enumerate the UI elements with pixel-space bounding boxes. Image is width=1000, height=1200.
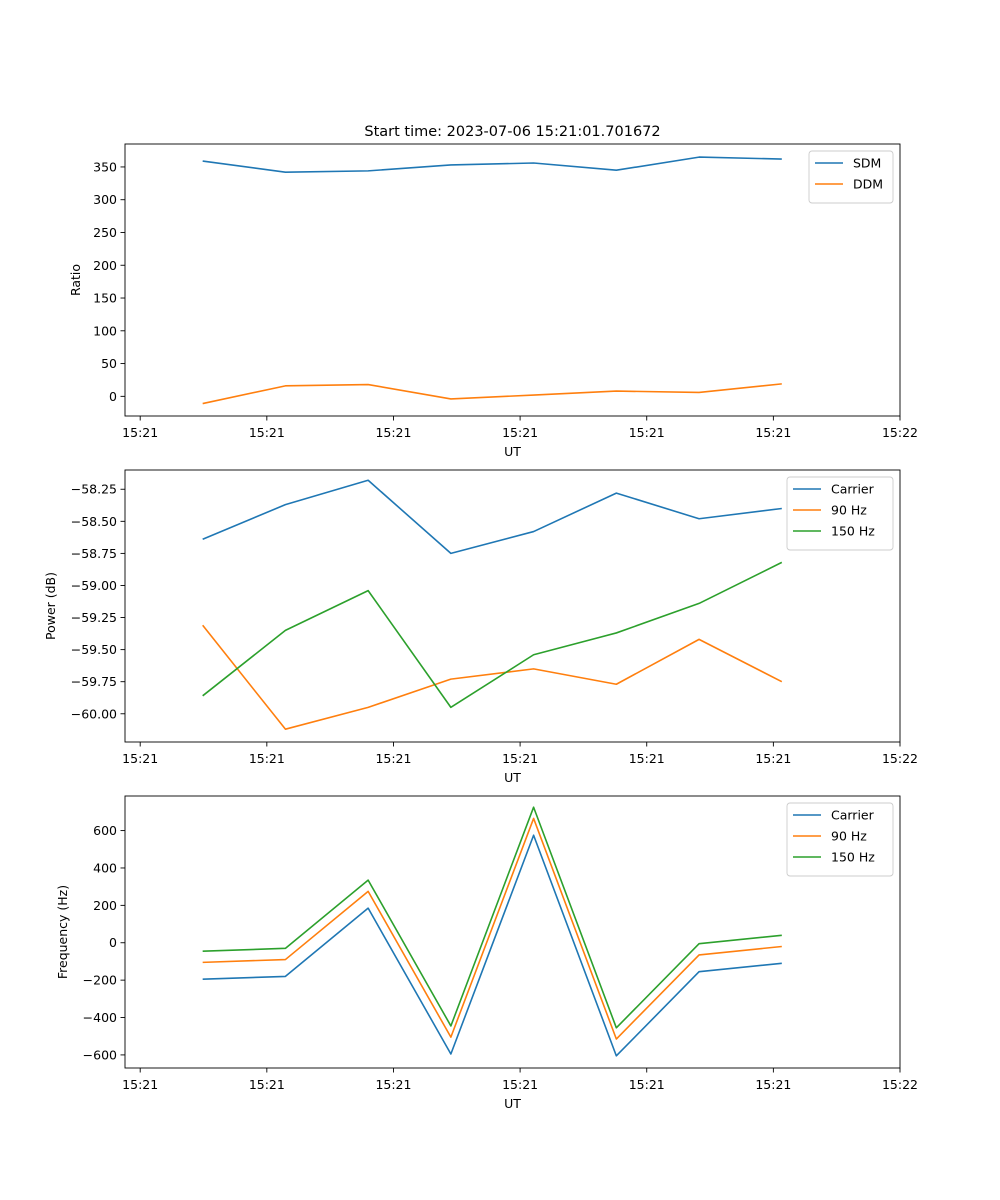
panel-2: 15:21 15:21 15:21 15:21 15:21 15:21 15:22 −60.0… [43, 469, 918, 785]
panel-2-xtick-label-3: 15:21 [502, 751, 538, 766]
panel-3: 15:21 15:21 15:21 15:21 15:21 15:21 15:22 −600 −… [55, 795, 918, 1111]
panel-1-ytick-label-4: 200 [93, 258, 117, 273]
panel-1-xtick-label-2: 15:21 [375, 425, 411, 440]
panel-3-xtick-label-3: 15:21 [502, 1077, 538, 1092]
panel-2-ytick-label-7: −58.25 [71, 482, 117, 497]
panel-3-xtick-label-2: 15:21 [375, 1077, 411, 1092]
panel-2-series-150-hz-line [202, 561, 783, 709]
panel-3-xtick-label-4: 15:21 [629, 1077, 665, 1092]
panel-3-ytick-label-3: 0 [109, 935, 117, 950]
panel-1-xtick-label-4: 15:21 [629, 425, 665, 440]
panel-2-series-90-hz-line [202, 624, 783, 730]
panel-3-xtick-label-1: 15:21 [249, 1077, 285, 1092]
panel-3-axes-frame [124, 795, 901, 1069]
panel-3-ytick-label-5: 400 [93, 860, 117, 875]
panel-3-ytick-label-1: −400 [83, 1010, 117, 1025]
panel-2-legend: Carrier 90 Hz 150 Hz [786, 476, 894, 551]
panel-1-xlabel: UT [504, 444, 521, 459]
panel-2-ytick-label-2: −59.50 [71, 642, 117, 657]
panel-3-legend-carrier-label: Carrier [831, 808, 875, 823]
panel-3-ytick-label-2: −200 [83, 973, 117, 988]
figure-title: Start time: 2023-07-06 15:21:01.701672 [364, 124, 660, 140]
panel-1-ytick-label-2: 100 [93, 323, 117, 338]
panel-3-ytick-label-6: 600 [93, 823, 117, 838]
panel-1-ylabel: Ratio [68, 264, 83, 296]
panel-1-ytick-label-7: 350 [93, 159, 117, 174]
panel-1-ytick-label-0: 0 [109, 389, 117, 404]
panel-2-ytick-label-0: −60.00 [71, 706, 117, 721]
panel-3-xtick-label-6: 15:22 [882, 1077, 918, 1092]
panel-2-ytick-label-3: −59.25 [71, 610, 117, 625]
panel-3-legend-150-hz-label: 150 Hz [831, 850, 875, 865]
panel-2-series-carrier-line [202, 479, 782, 555]
panel-1-axes-frame [124, 143, 901, 417]
panel-2-ytick-label-6: −58.50 [71, 514, 117, 529]
panel-2-xtick-label-5: 15:21 [755, 751, 791, 766]
panel-3-legend-90-hz-label: 90 Hz [831, 829, 867, 844]
panel-2-legend-90-hz-label: 90 Hz [831, 503, 867, 518]
panel-1-xtick-label-0: 15:21 [122, 425, 158, 440]
panel-1-legend-box [808, 150, 894, 204]
panel-3-ylabel: Frequency (Hz) [55, 885, 70, 979]
panel-3-series-90-hz-line [202, 817, 782, 1040]
panel-2-ytick-label-5: −58.75 [71, 546, 117, 561]
panel-3-xtick-label-5: 15:21 [755, 1077, 791, 1092]
panel-2-xtick-label-4: 15:21 [629, 751, 665, 766]
panel-3-xlabel: UT [504, 1096, 521, 1111]
panel-3-series-carrier-line [202, 834, 782, 1057]
panel-2-xtick-label-1: 15:21 [249, 751, 285, 766]
panel-1: 15:21 15:21 15:21 15:21 15:21 15:21 15:22 0 50 10… [68, 143, 918, 459]
panel-2-xlabel: UT [504, 770, 521, 785]
panel-1-ytick-label-3: 150 [93, 291, 117, 306]
panel-3-ytick-label-0: −600 [83, 1047, 117, 1062]
plots: 15:21 15:21 15:21 15:21 15:21 15:21 15:22 0 50 10… [43, 143, 918, 1111]
panel-1-legend-ddm-label: DDM [853, 177, 883, 192]
panel-2-xtick-label-6: 15:22 [882, 751, 918, 766]
panel-3-xtick-label-0: 15:21 [122, 1077, 158, 1092]
panel-2-ytick-label-1: −59.75 [71, 674, 117, 689]
panel-1-legend: SDM DDM [808, 150, 894, 204]
panel-2-xtick-label-0: 15:21 [122, 751, 158, 766]
panel-1-xtick-label-1: 15:21 [249, 425, 285, 440]
panel-1-ytick-label-6: 300 [93, 192, 117, 207]
panel-3-series-150-hz-line [202, 806, 782, 1029]
panel-1-xtick-label-3: 15:21 [502, 425, 538, 440]
panel-1-series-sdm-line [202, 156, 782, 173]
panel-1-ytick-label-1: 50 [101, 356, 117, 371]
panel-2-axes-frame [124, 469, 901, 743]
panel-2-xtick-label-2: 15:21 [375, 751, 411, 766]
panel-1-xtick-label-5: 15:21 [755, 425, 791, 440]
panel-3-ytick-label-4: 200 [93, 898, 117, 913]
panel-2-ytick-label-4: −59.00 [71, 578, 117, 593]
panel-2-legend-carrier-label: Carrier [831, 482, 875, 497]
panel-1-legend-sdm-label: SDM [853, 156, 881, 171]
panel-1-xtick-label-6: 15:22 [882, 425, 918, 440]
panel-1-ytick-label-5: 250 [93, 225, 117, 240]
panel-3-legend: Carrier 90 Hz 150 Hz [786, 802, 894, 877]
panel-1-series-ddm-line [202, 383, 782, 405]
panel-2-legend-150-hz-label: 150 Hz [831, 524, 875, 539]
panel-2-ylabel: Power (dB) [43, 572, 58, 640]
